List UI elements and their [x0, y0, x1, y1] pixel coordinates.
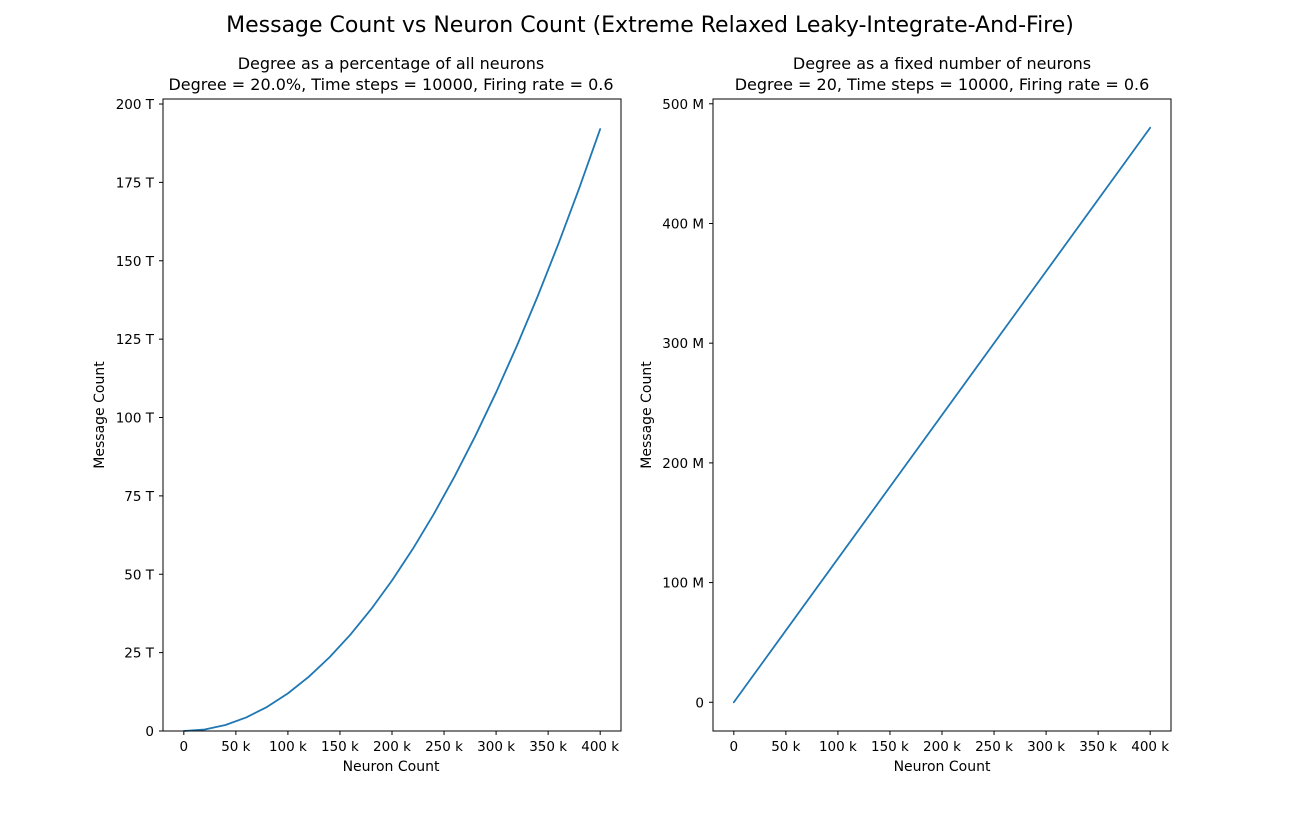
right-chart-title: Degree as a fixed number of neurons: [793, 54, 1091, 73]
x-tick-label: 400 k: [581, 739, 619, 755]
figure-suptitle: Message Count vs Neuron Count (Extreme R…: [226, 13, 1074, 38]
y-tick-label: 100 T: [116, 411, 155, 427]
y-tick-label: 200 T: [116, 97, 155, 113]
y-tick-label: 175 T: [116, 175, 155, 191]
left-chart: Degree as a percentage of all neurons De…: [92, 54, 622, 775]
right-chart-subtitle: Degree = 20, Time steps = 10000, Firing …: [735, 75, 1150, 94]
y-tick-label: 500 M: [662, 97, 704, 113]
right-chart-xlabel: Neuron Count: [894, 759, 991, 775]
x-tick-label: 0: [730, 739, 739, 755]
x-tick-label: 200 k: [923, 739, 961, 755]
x-tick-label: 250 k: [425, 739, 463, 755]
left-chart-ticks: 0 50 k 100 k 150 k 200 k 250 k 300 k 350 k 400 k…: [116, 97, 620, 755]
x-tick-label: 350 k: [1079, 739, 1117, 755]
x-tick-label: 400 k: [1131, 739, 1169, 755]
right-chart: Degree as a fixed number of neurons Degr…: [639, 54, 1172, 775]
y-tick-label: 25 T: [124, 646, 154, 662]
left-chart-frame: [162, 98, 622, 732]
right-chart-ticks: 0 50 k 100 k 150 k 200 k 250 k 300 k 350 k 400 k…: [662, 97, 1169, 755]
x-tick-label: 300 k: [477, 739, 515, 755]
left-chart-series-line: [182, 128, 602, 732]
y-tick-label: 75 T: [124, 489, 154, 505]
x-tick-label: 150 k: [321, 739, 359, 755]
x-tick-label: 100 k: [819, 739, 857, 755]
y-tick-label: 400 M: [662, 216, 704, 232]
left-chart-plot: [182, 128, 602, 732]
x-tick-label: 350 k: [529, 739, 567, 755]
y-tick-label: 0: [145, 724, 154, 740]
x-tick-label: 50 k: [221, 739, 250, 755]
y-tick-label: 125 T: [116, 332, 155, 348]
x-tick-label: 200 k: [373, 739, 411, 755]
left-chart-ylabel: Message Count: [92, 361, 108, 469]
left-chart-subtitle: Degree = 20.0%, Time steps = 10000, Firi…: [168, 75, 613, 94]
y-tick-label: 100 M: [662, 576, 704, 592]
right-chart-frame: [712, 98, 1172, 732]
right-chart-plot: [732, 126, 1152, 704]
x-tick-label: 150 k: [871, 739, 909, 755]
left-chart-title: Degree as a percentage of all neurons: [238, 54, 545, 73]
y-tick-label: 50 T: [124, 567, 154, 583]
y-tick-label: 0: [695, 695, 704, 711]
x-tick-label: 50 k: [771, 739, 800, 755]
left-chart-xlabel: Neuron Count: [343, 759, 440, 775]
y-tick-label: 200 M: [662, 456, 704, 472]
x-tick-label: 100 k: [269, 739, 307, 755]
x-tick-label: 300 k: [1027, 739, 1065, 755]
x-tick-label: 250 k: [975, 739, 1013, 755]
x-tick-label: 0: [180, 739, 189, 755]
right-chart-ylabel: Message Count: [639, 361, 655, 469]
right-chart-series-line: [732, 126, 1152, 704]
y-tick-label: 150 T: [116, 254, 155, 270]
y-tick-label: 300 M: [662, 336, 704, 352]
